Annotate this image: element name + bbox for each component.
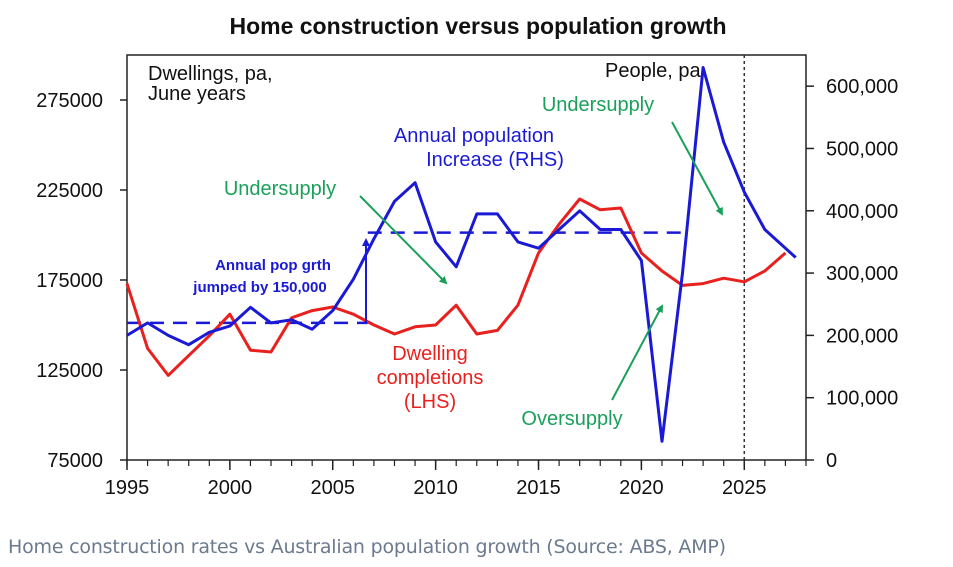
chart-title: Home construction versus population grow… <box>229 13 726 39</box>
figure-caption: Home construction rates vs Australian po… <box>8 536 726 558</box>
annotation-increase-rhs: Increase (RHS) <box>426 149 564 171</box>
undersupply-arrow-2 <box>671 121 723 216</box>
left-axis-label-line-1: Dwellings, pa, <box>148 63 273 85</box>
annotation-annual-population: Annual population <box>394 125 554 147</box>
right-axis-tick-label: 0 <box>826 450 837 472</box>
left-axis-label: Dwellings, pa, June years <box>148 63 273 105</box>
x-axis-tick-label: 1995 <box>105 477 150 499</box>
x-axis-tick-label: 2005 <box>311 477 356 499</box>
right-axis: 0 100,000 200,000 300,000 400,000 500,000 600,… <box>806 76 898 472</box>
right-axis-tick-label: 500,000 <box>826 138 898 160</box>
chart-figure: Home construction versus population grow… <box>36 13 898 499</box>
left-axis-tick-label: 75000 <box>47 450 103 472</box>
left-axis-label-line-2: June years <box>148 83 246 105</box>
x-axis: 1995 2000 2005 2010 2015 2020 2025 <box>105 460 807 499</box>
x-axis-tick-label: 2000 <box>208 477 253 499</box>
series-lines <box>125 66 797 443</box>
annotation-pop-jump-line-1: Annual pop grth <box>215 257 331 274</box>
annotation-completions: completions <box>377 367 484 389</box>
annotation-lhs: (LHS) <box>404 391 456 413</box>
left-axis-tick-label: 275000 <box>36 90 103 112</box>
annotation-undersupply-1: Undersupply <box>224 178 336 200</box>
x-axis-tick-label: 2025 <box>722 477 767 499</box>
series-line-dwelling-completions <box>125 197 787 377</box>
x-axis-tick-label: 2010 <box>413 477 458 499</box>
right-axis-tick-label: 600,000 <box>826 76 898 98</box>
left-axis-tick-label: 225000 <box>36 180 103 202</box>
annotation-oversupply: Oversupply <box>521 408 622 430</box>
right-axis-tick-label: 400,000 <box>826 201 898 223</box>
oversupply-arrow <box>611 304 663 401</box>
annotations: Annual population Increase (RHS) Dwellin… <box>192 94 654 430</box>
series-line-population-increase <box>126 66 797 443</box>
annotation-pop-jump-line-2: jumped by 150,000 <box>192 279 326 296</box>
annotation-undersupply-2: Undersupply <box>542 94 654 116</box>
x-axis-tick-label: 2015 <box>516 477 561 499</box>
right-axis-tick-label: 100,000 <box>826 388 898 410</box>
undersupply-arrow-1 <box>359 195 448 285</box>
reference-lines <box>127 55 746 460</box>
left-axis-tick-label: 125000 <box>36 360 103 382</box>
right-axis-label: People, pa <box>605 60 702 82</box>
plot-frame <box>126 54 807 461</box>
annotation-dwelling: Dwelling <box>392 343 468 365</box>
annotation-arrows <box>359 121 723 401</box>
left-axis-tick-label: 175000 <box>36 270 103 292</box>
right-axis-tick-label: 200,000 <box>826 325 898 347</box>
left-axis: 75000 125000 175000 225000 275000 <box>36 90 127 472</box>
x-axis-tick-label: 2020 <box>619 477 664 499</box>
right-axis-tick-label: 300,000 <box>826 263 898 285</box>
